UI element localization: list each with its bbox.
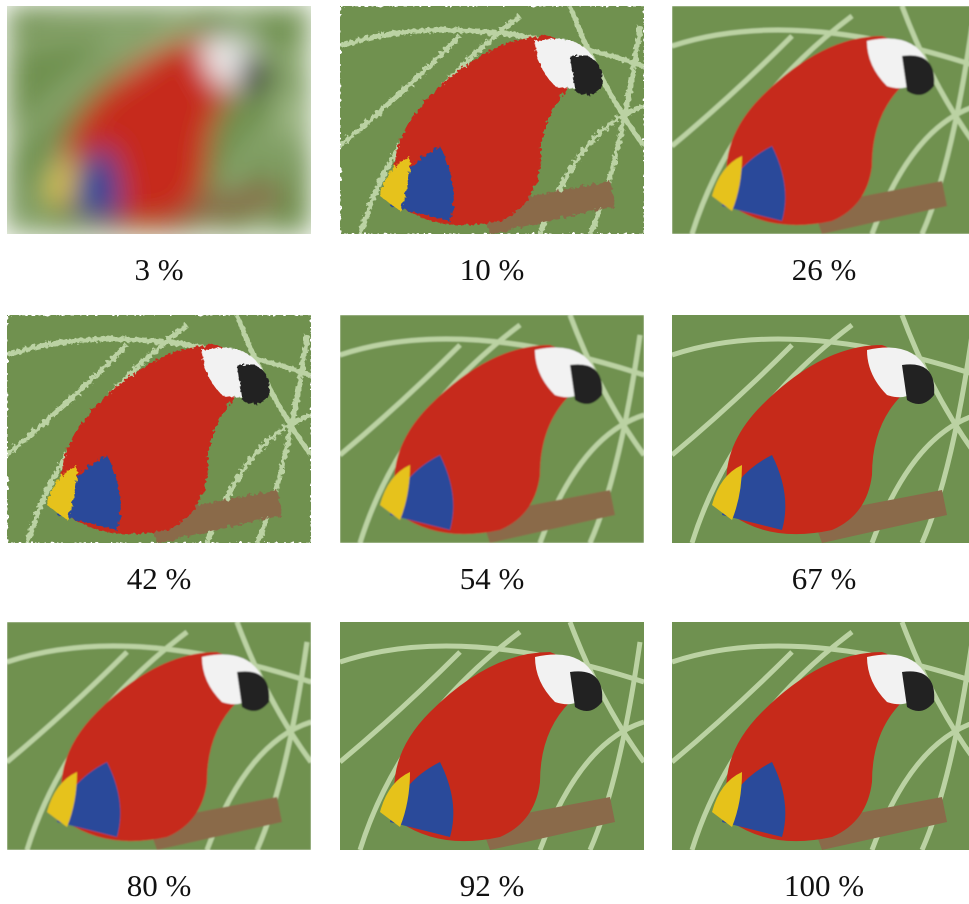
quality-label: 92 % <box>459 868 525 903</box>
parrot-image <box>7 315 311 543</box>
quality-label: 10 % <box>459 252 525 287</box>
parrot-image <box>672 315 969 543</box>
quality-label: 26 % <box>791 252 857 287</box>
parrot-image <box>7 6 311 234</box>
parrot-image <box>7 622 311 850</box>
quality-label: 67 % <box>791 561 857 596</box>
panel: 92 % <box>340 622 644 904</box>
quality-label: 54 % <box>459 561 525 596</box>
parrot-image <box>672 622 969 850</box>
quality-label: 42 % <box>126 561 192 596</box>
parrot-image <box>340 6 644 234</box>
quality-label: 3 % <box>134 252 184 287</box>
panel: 3 % <box>7 6 311 288</box>
panel: 54 % <box>340 315 644 597</box>
panel: 80 % <box>7 622 311 904</box>
quality-label: 80 % <box>126 868 192 903</box>
parrot-image <box>340 622 644 850</box>
quality-label: 100 % <box>783 868 865 903</box>
panel: 42 % <box>7 315 311 597</box>
panel: 67 % <box>672 315 969 597</box>
panel: 26 % <box>672 6 969 288</box>
parrot-image <box>672 6 969 234</box>
panel: 10 % <box>340 6 644 288</box>
parrot-image <box>340 315 644 543</box>
panel: 100 % <box>672 622 969 904</box>
